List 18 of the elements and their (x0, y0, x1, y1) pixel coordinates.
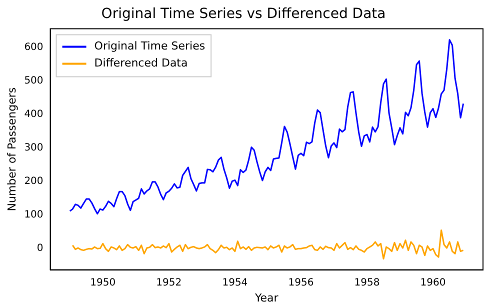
y-tick-label: 500 (24, 75, 44, 86)
chart-title: Original Time Series vs Differenced Data (101, 6, 386, 22)
x-tick-label: 1952 (156, 277, 182, 288)
legend-label: Differenced Data (94, 56, 188, 70)
y-tick-label: 300 (24, 142, 44, 154)
y-axis-title: Number of Passengers (5, 87, 18, 212)
y-tick-label: 0 (36, 243, 44, 254)
x-tick-label: 1958 (354, 277, 380, 288)
x-tick-label: 1950 (90, 277, 116, 288)
x-tick-label: 1960 (420, 277, 446, 288)
legend-label: Original Time Series (94, 40, 206, 53)
y-tick-label: 200 (24, 176, 44, 188)
y-tick-label: 100 (24, 210, 44, 221)
x-tick-label: 1956 (288, 277, 314, 288)
x-axis-title: Year (254, 291, 279, 304)
x-tick-label: 1954 (222, 277, 248, 288)
y-tick-label: 400 (24, 108, 44, 120)
y-tick-label: 600 (24, 42, 44, 53)
